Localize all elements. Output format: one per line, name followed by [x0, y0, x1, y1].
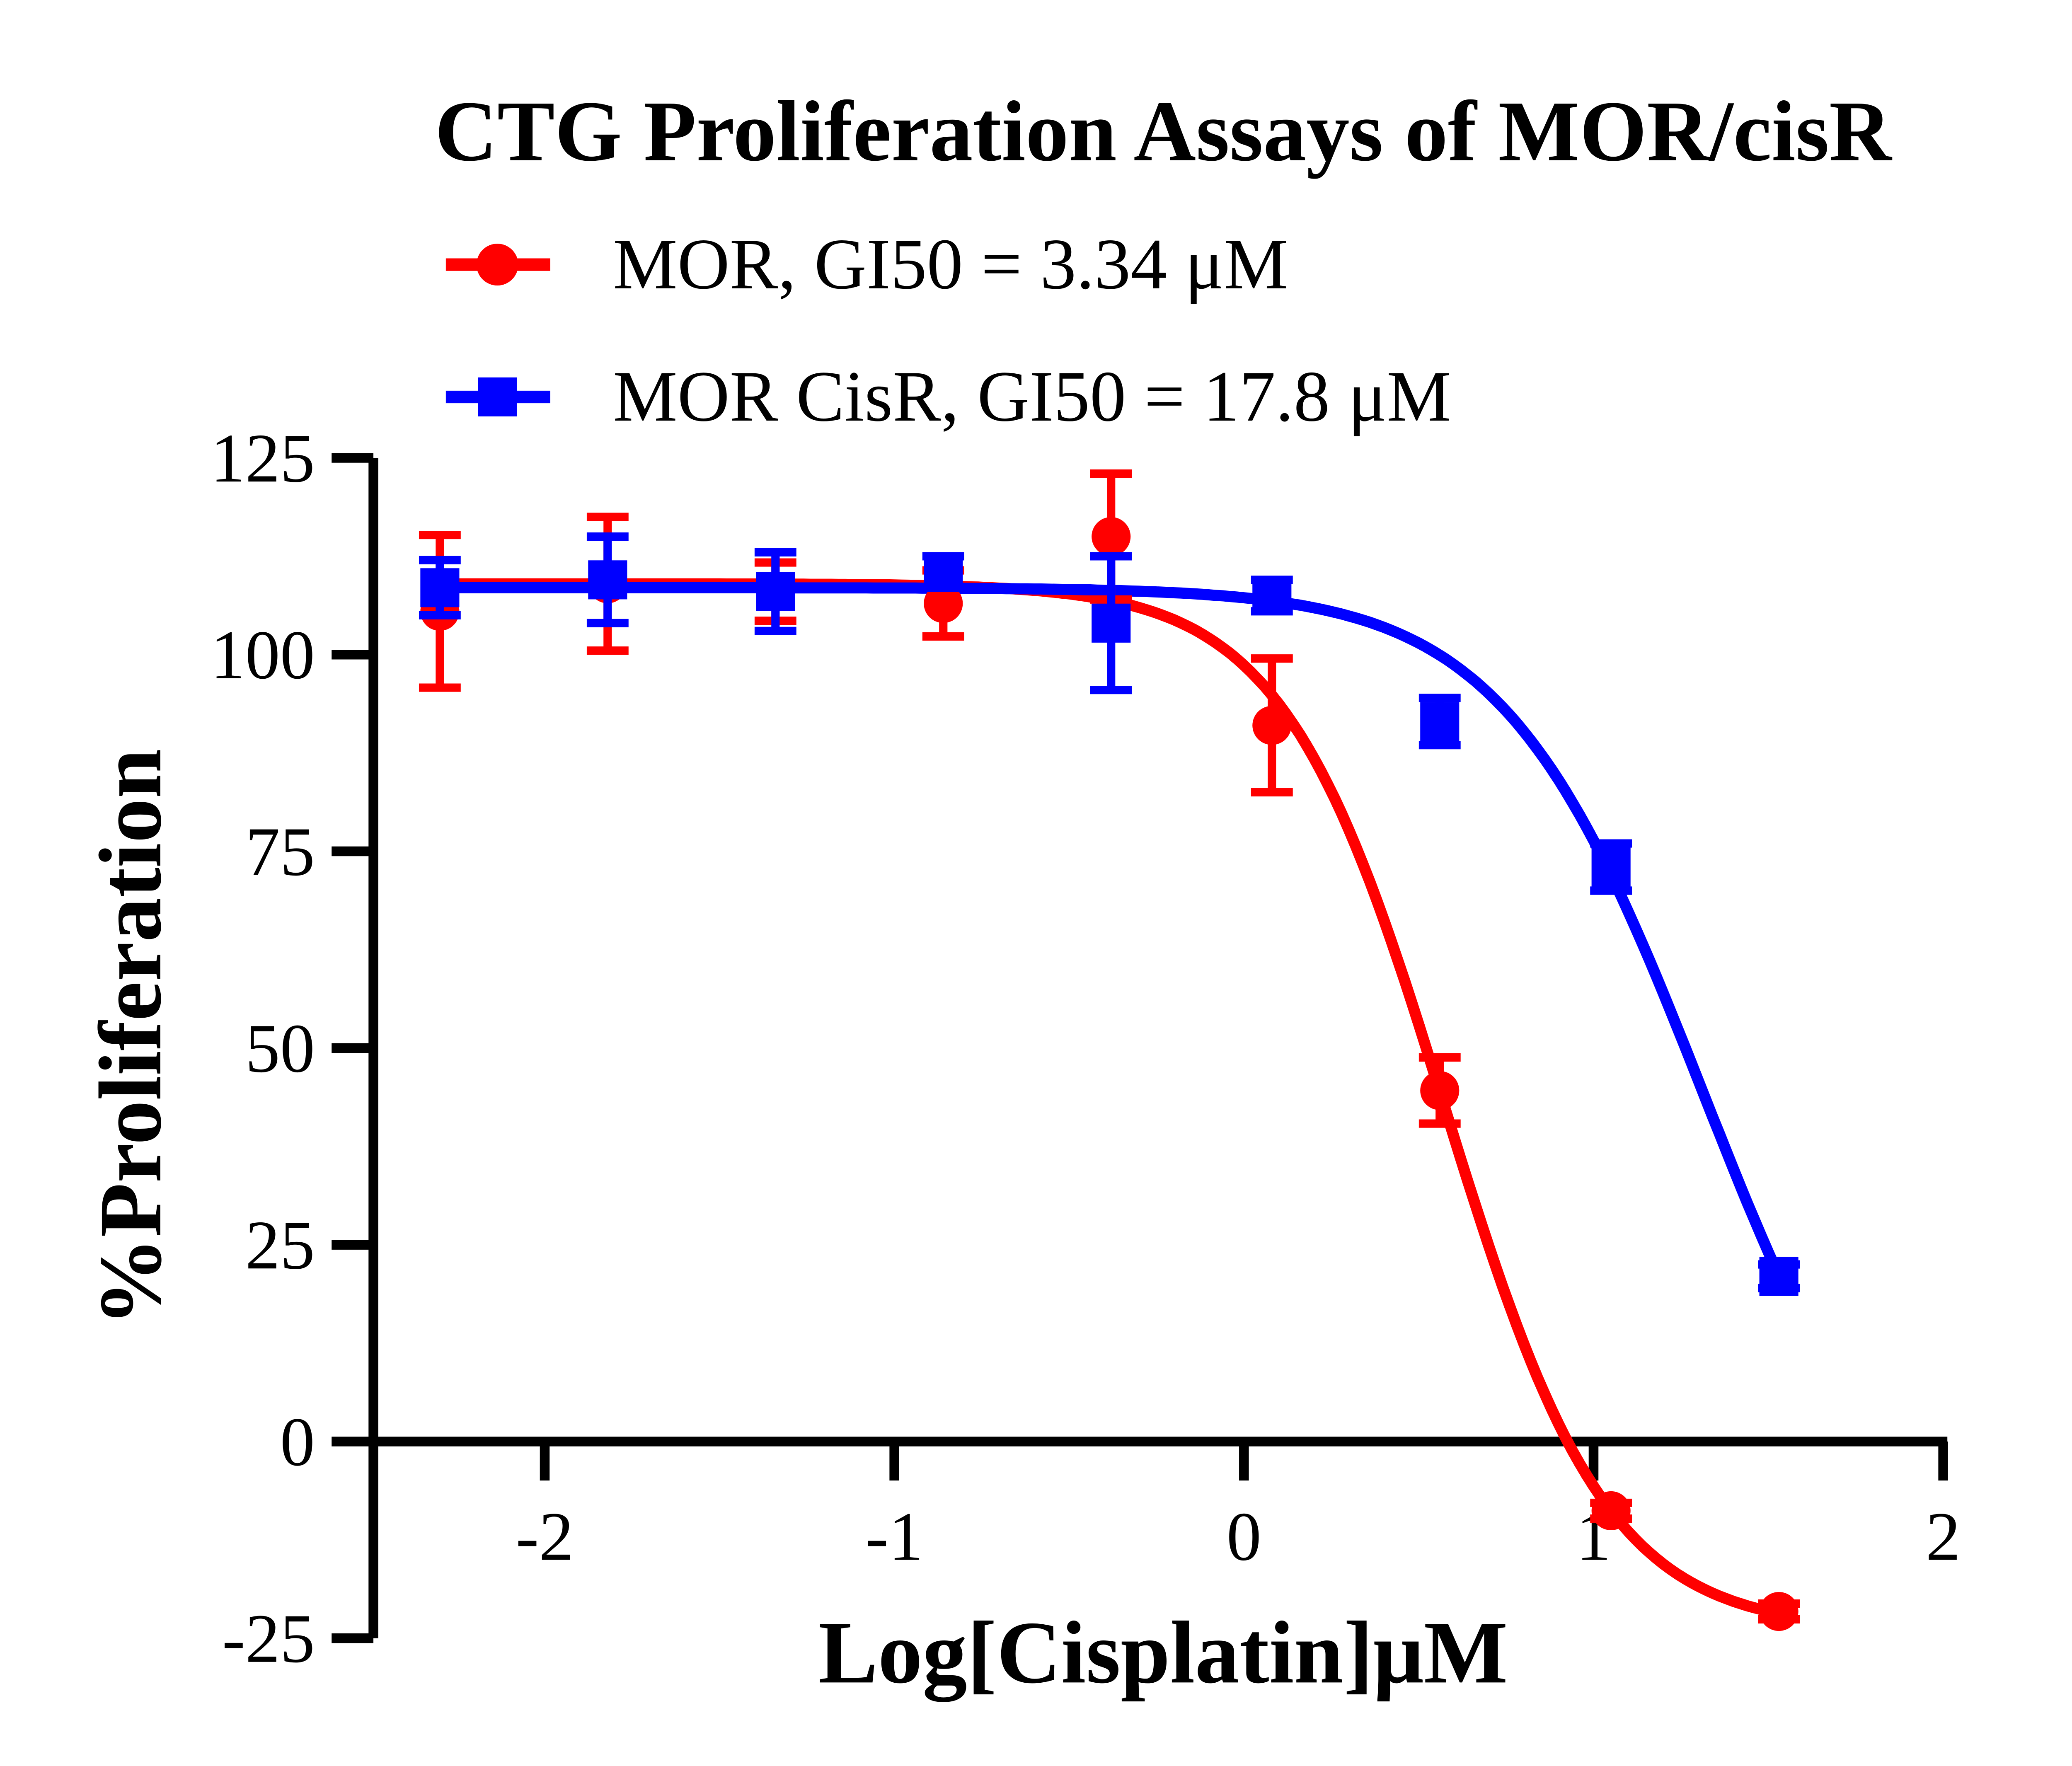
- data-point: [1418, 694, 1461, 750]
- data-point: [1758, 1592, 1800, 1631]
- data-point: [1251, 654, 1293, 797]
- data-point: [1590, 1491, 1632, 1531]
- data-point: [586, 532, 629, 627]
- x-tick-label: -2: [516, 1498, 574, 1575]
- circle-marker: [1420, 1071, 1460, 1110]
- data-point: [419, 556, 461, 619]
- data-point: [1418, 1053, 1461, 1128]
- legend-entry-mor-cisr: MOR CisR, GI50 = 17.8 μM: [445, 356, 1451, 436]
- y-tick-label: 100: [211, 617, 315, 694]
- square-marker: [1420, 702, 1460, 741]
- legend-label-mor-cisr: MOR CisR, GI50 = 17.8 μM: [613, 356, 1451, 436]
- circle-marker: [1759, 1592, 1798, 1631]
- data-point: [1758, 1256, 1800, 1296]
- chart-title: CTG Proliferation Assays of MOR/cisR: [435, 84, 1893, 179]
- fit-curves: [440, 578, 1781, 1618]
- legend-label-mor: MOR, GI50 = 3.34 μM: [613, 224, 1288, 304]
- x-tick-label: 0: [1227, 1498, 1261, 1575]
- legend-marker-mor-cisr: [478, 377, 517, 416]
- square-marker: [588, 560, 627, 600]
- x-tick-label: 2: [1926, 1498, 1961, 1575]
- legend-entry-mor: MOR, GI50 = 3.34 μM: [445, 224, 1288, 304]
- data-point: [922, 566, 964, 641]
- legend-marker-mor: [476, 244, 518, 286]
- square-marker: [1092, 603, 1131, 643]
- circle-marker: [1252, 706, 1292, 745]
- square-marker: [756, 572, 795, 611]
- data-point: [754, 548, 796, 635]
- circle-marker: [1092, 517, 1131, 556]
- square-marker: [420, 568, 460, 607]
- x-tick-label: -1: [865, 1498, 923, 1575]
- square-marker: [924, 552, 963, 592]
- y-tick-label: 75: [245, 813, 315, 890]
- fit-curve-0: [440, 578, 1777, 1618]
- data-point: [1590, 839, 1632, 895]
- square-marker: [1252, 576, 1292, 615]
- data-points: [419, 469, 1800, 1631]
- y-axis-label: %Proliferation: [81, 749, 180, 1326]
- y-tick-label: 50: [245, 1010, 315, 1087]
- data-point: [922, 552, 964, 592]
- square-marker: [1591, 847, 1631, 887]
- y-tick-label: 25: [245, 1207, 315, 1284]
- y-tick-label: 125: [211, 420, 315, 497]
- legend: MOR, GI50 = 3.34 μM MOR CisR, GI50 = 17.…: [445, 224, 1451, 436]
- circle-marker: [924, 584, 963, 623]
- y-tick-label: 0: [280, 1403, 315, 1481]
- data-point: [1090, 552, 1132, 694]
- data-point: [1251, 576, 1293, 616]
- x-axis-label: Log[Cisplatin]μM: [818, 1603, 1508, 1702]
- square-marker: [1759, 1256, 1798, 1296]
- y-tick-label: -25: [222, 1600, 315, 1677]
- circle-marker: [1591, 1491, 1631, 1531]
